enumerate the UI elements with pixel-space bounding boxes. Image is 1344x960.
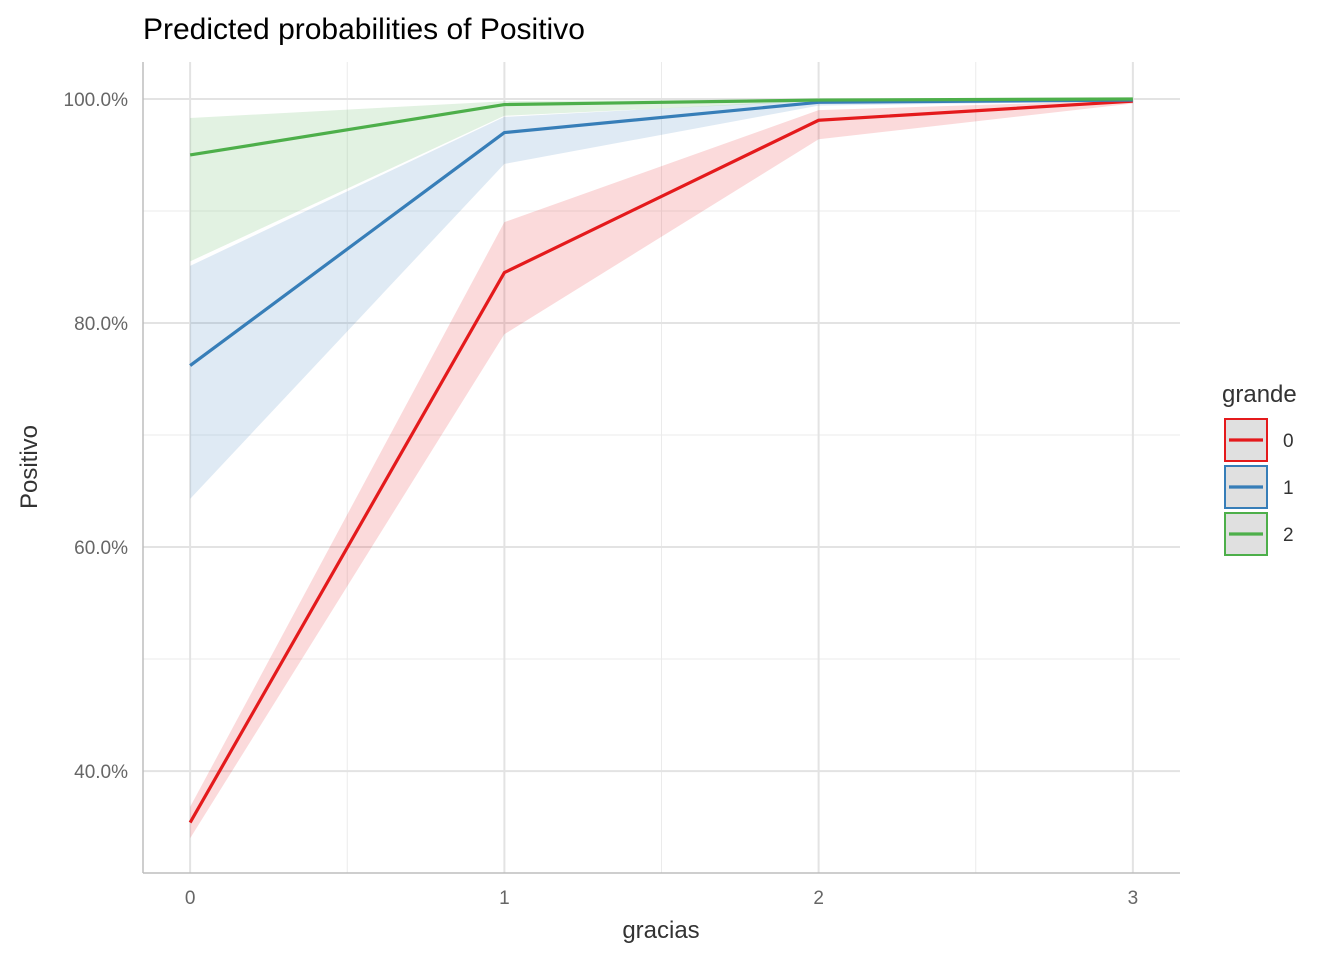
line-series-0 bbox=[188, 99, 1133, 824]
legend-label-0: 0 bbox=[1283, 431, 1294, 452]
y-axis-title: Positivo bbox=[16, 425, 43, 509]
legend-label-2: 2 bbox=[1283, 525, 1294, 546]
confidence-ribbons bbox=[190, 98, 1133, 839]
x-axis-title: gracias bbox=[622, 917, 699, 944]
y-tick-labels: 40.0% 60.0% 80.0% 100.0% bbox=[64, 90, 129, 783]
line-series-2 bbox=[189, 97, 1133, 157]
legend: grande 0 1 2 bbox=[1222, 381, 1297, 556]
y-tick-label-3: 100.0% bbox=[64, 90, 129, 111]
x-tick-label-3: 3 bbox=[1128, 888, 1139, 909]
chart-title: Predicted probabilities of Positivo bbox=[143, 13, 585, 46]
x-tick-label-1: 1 bbox=[499, 888, 510, 909]
legend-title: grande bbox=[1222, 381, 1297, 408]
x-tick-label-0: 0 bbox=[185, 888, 196, 909]
series-lines bbox=[188, 97, 1133, 824]
y-tick-label-0: 40.0% bbox=[74, 762, 128, 783]
x-tick-label-2: 2 bbox=[813, 888, 824, 909]
ribbon-series-1 bbox=[190, 98, 1133, 499]
ribbon-series-2 bbox=[190, 98, 1133, 262]
line-series-1 bbox=[189, 98, 1133, 367]
y-tick-label-2: 80.0% bbox=[74, 314, 128, 335]
y-tick-label-1: 60.0% bbox=[74, 538, 128, 559]
x-tick-labels: 0 1 2 3 bbox=[185, 888, 1138, 909]
ribbon-series-0 bbox=[190, 100, 1133, 839]
legend-label-1: 1 bbox=[1283, 478, 1294, 499]
